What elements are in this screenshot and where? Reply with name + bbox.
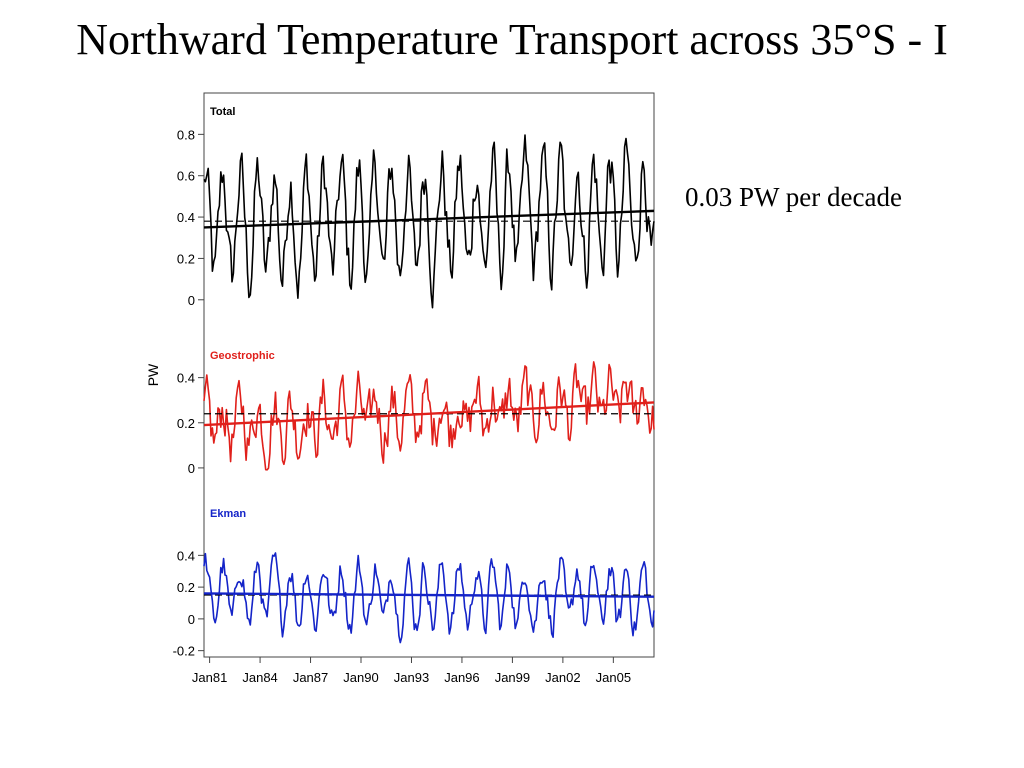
y-axis-label: PW — [145, 363, 161, 386]
panel-geostrophic: 0.4 0.2 0 Geostrophic — [177, 350, 655, 476]
y-tick-label: 0.8 — [177, 127, 195, 142]
panel-ekman: 0.4 0.2 0 -0.2 Ekman — [173, 508, 655, 659]
panel-total: 0.8 0.6 0.4 0.2 0 Total — [177, 106, 655, 309]
y-tick-label: 0.2 — [177, 580, 195, 595]
y-tick-label: 0 — [188, 612, 195, 627]
y-tick-label: 0.4 — [177, 210, 195, 225]
slide-title: Northward Temperature Transport across 3… — [76, 15, 948, 64]
plot-frame — [203, 92, 655, 658]
series-line-ekman — [203, 552, 655, 644]
x-tick-label: Jan84 — [242, 670, 277, 685]
trend-line — [203, 401, 655, 427]
y-tick-label: 0.4 — [177, 371, 195, 386]
x-tick-label: Jan93 — [394, 670, 429, 685]
y-tick-label: 0 — [188, 293, 195, 308]
y-tick-label: 0.6 — [177, 169, 195, 184]
trend-note: 0.03 PW per decade — [685, 182, 902, 212]
x-tick-label: Jan99 — [495, 670, 530, 685]
y-tick-label: 0.2 — [177, 416, 195, 431]
y-tick-label: -0.2 — [173, 644, 195, 659]
trend-line — [203, 209, 655, 229]
series-line-total — [203, 134, 655, 309]
series-line-geostrophic — [203, 361, 655, 471]
y-tick-label: 0.4 — [177, 548, 195, 563]
panel-label: Geostrophic — [210, 350, 275, 362]
trend-line — [203, 592, 655, 598]
x-tick-label: Jan05 — [596, 670, 631, 685]
x-tick-label: Jan02 — [545, 670, 580, 685]
x-tick-label: Jan81 — [192, 670, 227, 685]
x-tick-label: Jan96 — [444, 670, 479, 685]
panel-label: Ekman — [210, 508, 246, 520]
panel-label: Total — [210, 106, 235, 118]
transport-chart: PW 0.80.60.40.20Total0.40.20Geostrophic0… — [145, 92, 655, 685]
y-tick-label: 0.2 — [177, 251, 195, 266]
x-tick-label: Jan87 — [293, 670, 328, 685]
x-tick-label: Jan90 — [343, 670, 378, 685]
y-tick-label: 0 — [188, 461, 195, 476]
